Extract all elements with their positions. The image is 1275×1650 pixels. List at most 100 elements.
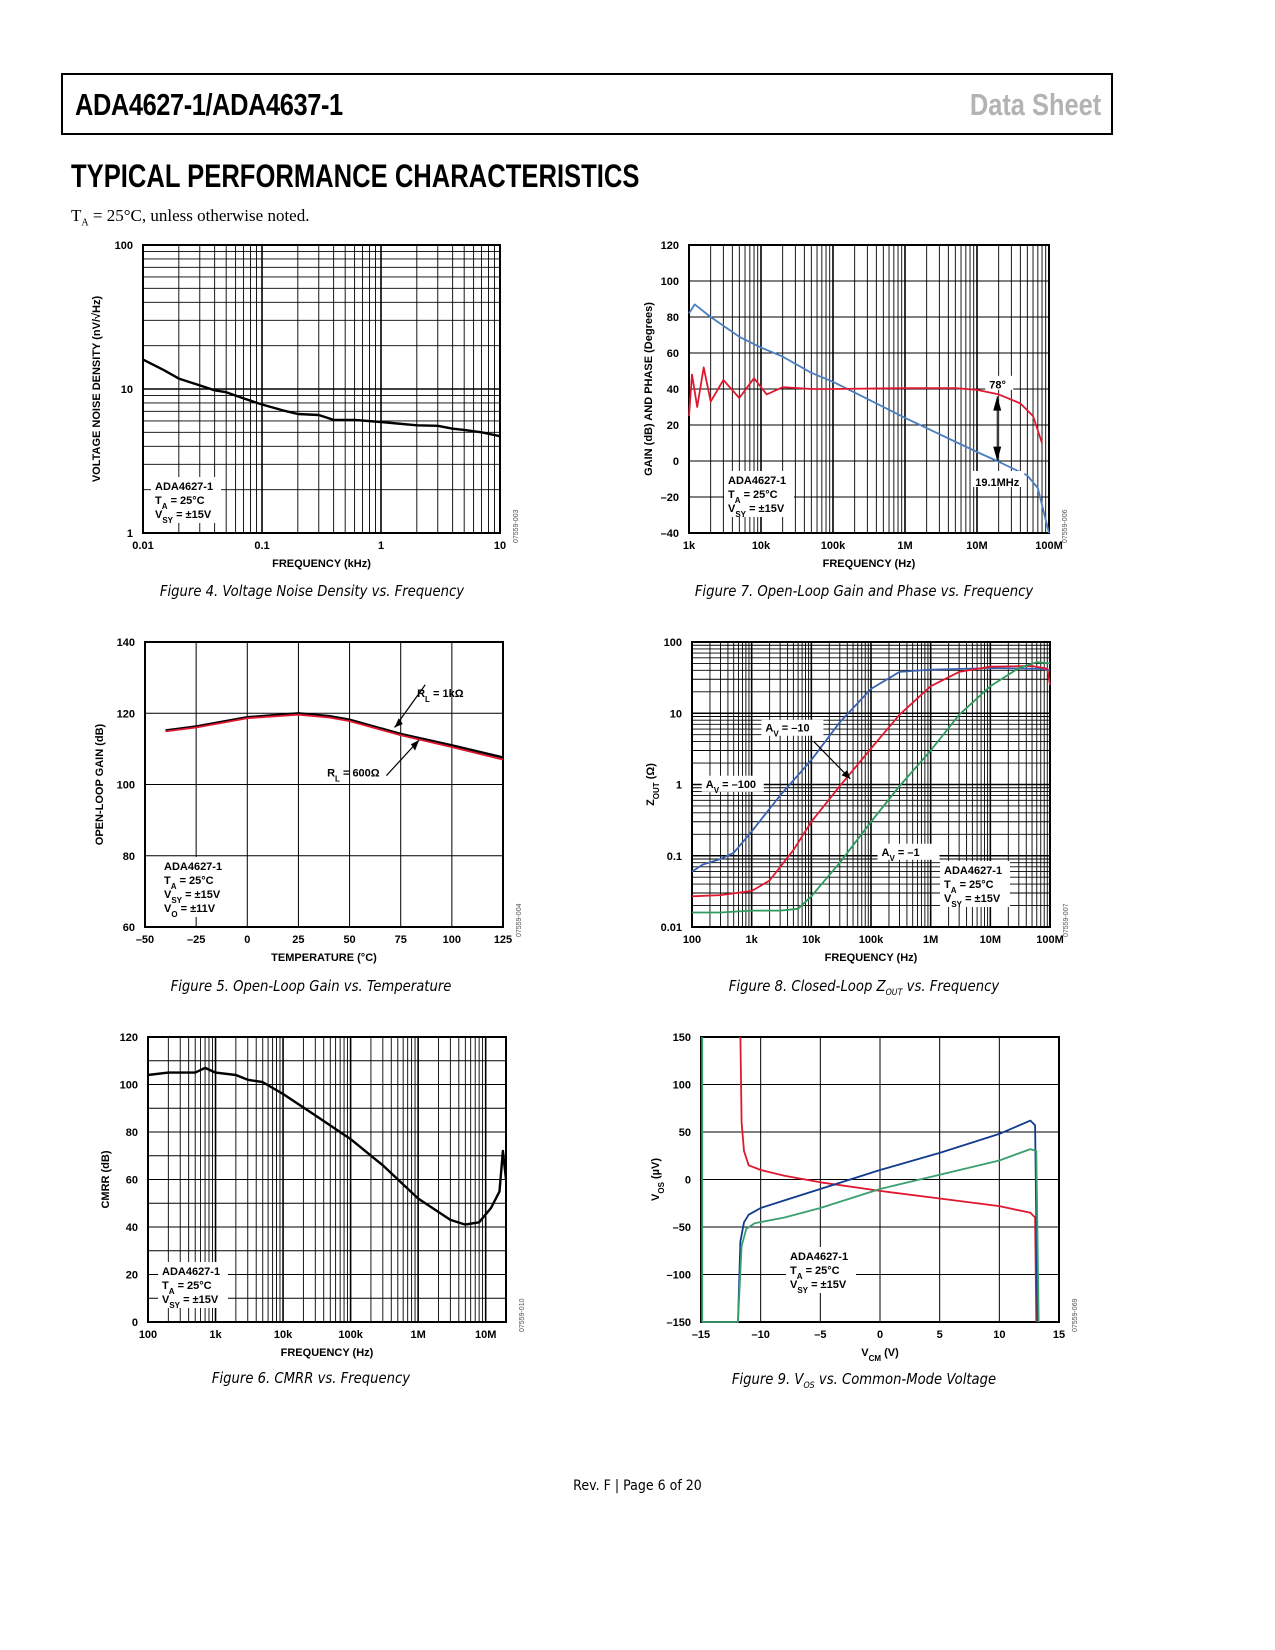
y-tick-label: –100	[667, 1270, 691, 1282]
x-tick-label: 1k	[746, 934, 759, 946]
page-header: ADA4627-1/ADA4637-1 Data Sheet	[61, 73, 1113, 135]
x-axis-label: VCM (V)	[861, 1347, 899, 1363]
annotation-bg	[761, 719, 824, 736]
y-tick-label: 140	[117, 637, 135, 649]
figure-caption: Figure 8. Closed-Loop ZOUT vs. Frequency	[644, 977, 1084, 998]
notes-bg	[724, 471, 794, 517]
page-footer: Rev. F | Page 6 of 20	[573, 1478, 702, 1494]
chart-note: VO = ±11V	[164, 903, 216, 919]
y-tick-label: 80	[126, 1127, 138, 1139]
chart-note: TA = 25°C	[944, 879, 994, 895]
y-tick-label: 0.1	[667, 851, 682, 863]
plot-frame	[700, 1036, 1060, 1323]
y-tick-label: 60	[667, 348, 679, 360]
y-tick-label: 0.01	[661, 922, 682, 934]
figure-caption: Figure 5. Open-Loop Gain vs. Temperature	[170, 977, 452, 995]
cond-rest: = 25°C, unless otherwise noted.	[88, 206, 310, 225]
av-100-label: AV = –100	[706, 779, 756, 795]
grid	[688, 244, 1049, 534]
y-tick-label: 120	[117, 708, 135, 720]
rl-600-label: RL = 600Ω	[327, 767, 380, 783]
x-tick-label: 100M	[1036, 934, 1064, 946]
arrow-down-icon	[993, 446, 1002, 461]
conditions-text: TA = 25°C, unless otherwise noted.	[71, 206, 309, 228]
x-tick-label: 0.01	[132, 540, 153, 552]
figure-caption: Figure 4. Voltage Noise Density vs. Freq…	[159, 582, 465, 600]
y-tick-label: 100	[664, 637, 682, 649]
x-tick-label: 0	[244, 934, 250, 946]
x-tick-label: 1	[378, 540, 384, 552]
series-line-0	[142, 358, 501, 438]
x-tick-label: 100M	[1035, 540, 1063, 552]
grid	[142, 245, 500, 534]
y-axis-label: CMRR (dB)	[100, 1150, 112, 1208]
x-tick-label: 100k	[821, 540, 846, 552]
y-tick-label: 100	[673, 1080, 691, 1092]
y-tick-label: 100	[117, 780, 135, 792]
x-tick-label: 100	[443, 934, 461, 946]
plot-frame	[142, 244, 501, 534]
av-1-label: AV = –1	[882, 847, 920, 863]
x-axis-label: FREQUENCY (Hz)	[825, 952, 918, 964]
caption-pre: Figure 8. Closed-Loop Z	[728, 977, 886, 995]
chart-note: VSY = ±15V	[155, 509, 212, 525]
header-title: ADA4627-1/ADA4637-1	[75, 87, 343, 122]
x-axis-label: TEMPERATURE (°C)	[271, 952, 377, 964]
figure-id: 07559-003	[513, 509, 520, 543]
x-tick-label: –50	[136, 934, 154, 946]
x-axis-label: FREQUENCY (Hz)	[823, 558, 916, 570]
x-tick-label: 1M	[923, 934, 938, 946]
chart-note: VSY = ±15V	[728, 503, 785, 519]
arrow-head-icon	[410, 739, 420, 751]
av-10-label: AV = –10	[765, 723, 809, 739]
y-tick-label: 60	[126, 1175, 138, 1187]
figure-caption: Figure 9. VOS vs. Common-Mode Voltage	[644, 1370, 1084, 1391]
plot-frame	[691, 641, 1051, 928]
grid	[700, 1036, 1060, 1323]
series-line-2	[692, 661, 1051, 914]
y-tick-label: 120	[120, 1032, 138, 1044]
notes-bg	[940, 861, 1010, 907]
x-tick-label: 100	[683, 934, 701, 946]
crossover-freq-label: 19.1MHz	[975, 477, 1020, 489]
x-tick-label: 10M	[980, 934, 1001, 946]
notes-bg	[158, 1262, 228, 1308]
y-tick-label: 10	[121, 384, 133, 396]
grid	[144, 641, 504, 928]
y-tick-label: 20	[667, 420, 679, 432]
chart-note: VSY = ±15V	[944, 893, 1001, 909]
annotation-bg	[701, 775, 764, 792]
y-tick-label: –150	[667, 1317, 691, 1329]
x-tick-label: 10	[993, 1329, 1005, 1341]
figure-id: 07559-004	[516, 903, 523, 937]
y-tick-label: –50	[673, 1222, 691, 1234]
figure-id: 07559-010	[519, 1298, 526, 1332]
y-tick-label: 100	[115, 240, 133, 252]
annotation-bg	[972, 471, 1025, 487]
series-line-0	[147, 1066, 508, 1226]
x-tick-label: 1k	[683, 540, 696, 552]
x-tick-label: –25	[187, 934, 205, 946]
y-tick-label: –40	[661, 528, 679, 540]
chart-note: TA = 25°C	[155, 495, 205, 511]
arrow-head-icon	[394, 718, 403, 728]
y-tick-label: 100	[661, 276, 679, 288]
x-tick-label: 10M	[966, 540, 987, 552]
y-tick-label: 20	[126, 1270, 138, 1282]
annotation-bg	[877, 843, 940, 860]
grid	[147, 1036, 507, 1323]
arrow-head-icon	[841, 769, 851, 779]
y-axis-label: GAIN (dB) AND PHASE (Degrees)	[643, 302, 655, 476]
x-tick-label: 50	[343, 934, 355, 946]
caption-post: vs. Common-Mode Voltage	[814, 1370, 997, 1388]
x-tick-label: 100k	[859, 934, 884, 946]
y-tick-label: 0	[685, 1175, 691, 1187]
chart-note: ADA4627-1	[162, 1266, 220, 1278]
x-tick-label: 5	[937, 1329, 943, 1341]
caption-sub: OUT	[885, 988, 903, 998]
y-tick-label: 0	[673, 456, 679, 468]
plot-frame	[144, 641, 504, 928]
